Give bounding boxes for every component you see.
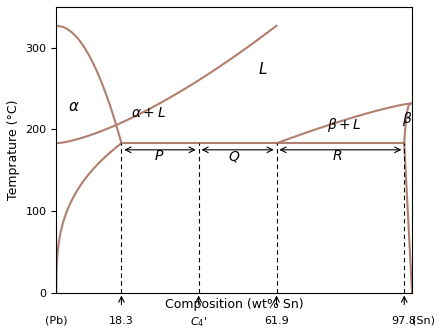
- Text: $Q$: $Q$: [228, 149, 240, 164]
- Text: $\beta + L$: $\beta + L$: [327, 117, 362, 134]
- Text: $\alpha$: $\alpha$: [68, 100, 80, 115]
- X-axis label: Composition (wt% Sn): Composition (wt% Sn): [165, 298, 304, 311]
- Y-axis label: Temprature (°C): Temprature (°C): [7, 100, 20, 200]
- Text: (Pb): (Pb): [45, 316, 68, 326]
- Text: 18.3: 18.3: [109, 316, 134, 326]
- Text: $P$: $P$: [154, 149, 165, 163]
- Text: 97.8: 97.8: [392, 316, 417, 326]
- Text: $\beta$: $\beta$: [401, 110, 412, 128]
- Text: $\alpha + L$: $\alpha + L$: [131, 106, 166, 120]
- Text: $L$: $L$: [258, 61, 267, 77]
- Text: (Sn): (Sn): [412, 316, 435, 326]
- Text: $C_4$': $C_4$': [190, 316, 207, 329]
- Text: $R$: $R$: [332, 149, 343, 163]
- Text: 61.9: 61.9: [264, 316, 289, 326]
